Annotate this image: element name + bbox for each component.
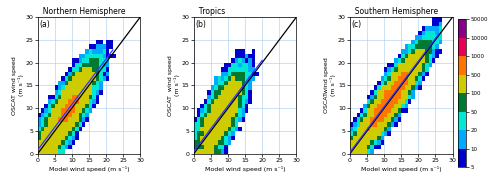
Text: Northern Hemisphere: Northern Hemisphere (38, 7, 125, 16)
Text: Southern Hemisphere: Southern Hemisphere (350, 7, 438, 16)
Text: (b): (b) (196, 20, 206, 29)
Text: (a): (a) (40, 20, 50, 29)
Text: Tropics: Tropics (194, 7, 225, 16)
X-axis label: Model wind speed (m s⁻¹): Model wind speed (m s⁻¹) (361, 166, 442, 172)
Text: (c): (c) (352, 20, 362, 29)
X-axis label: Model wind speed (m s⁻¹): Model wind speed (m s⁻¹) (48, 166, 129, 172)
Y-axis label: OSCAT  wind speed
(m s⁻¹): OSCAT wind speed (m s⁻¹) (168, 55, 180, 116)
Y-axis label: OSCAT wind speed
(m s⁻¹): OSCAT wind speed (m s⁻¹) (12, 56, 24, 115)
Y-axis label: OSCATwind speed
(m s⁻¹): OSCATwind speed (m s⁻¹) (324, 58, 336, 113)
X-axis label: Model wind speed (m s⁻¹): Model wind speed (m s⁻¹) (204, 166, 286, 172)
